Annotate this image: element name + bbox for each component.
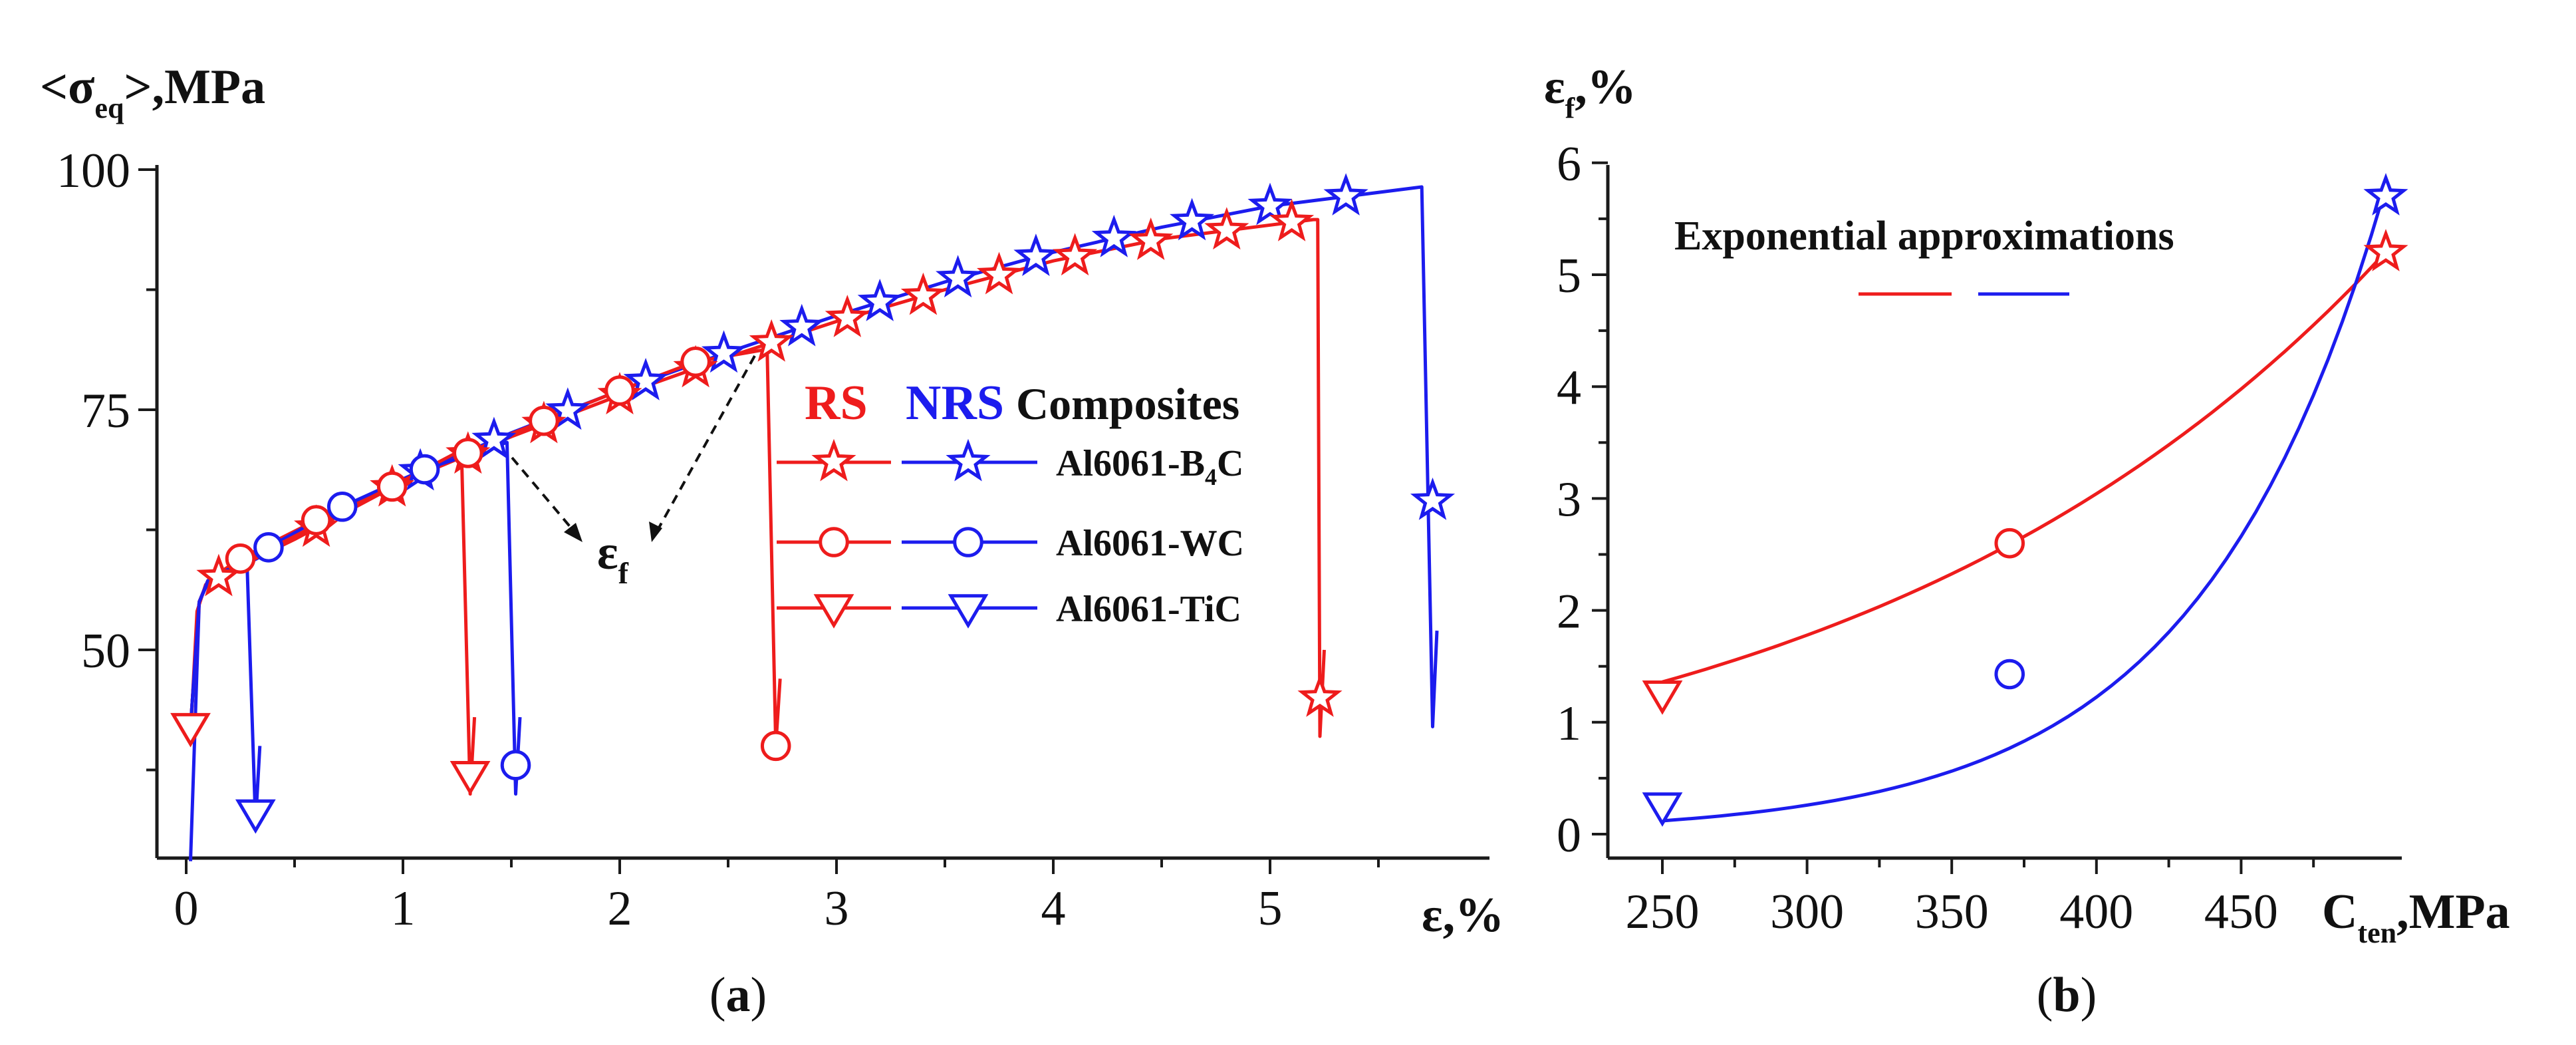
x-tick-label: 5 bbox=[1258, 881, 1283, 936]
legend-rs-header: RS bbox=[805, 376, 868, 430]
star-marker bbox=[545, 387, 590, 430]
y-tick-label: 2 bbox=[1557, 585, 1581, 639]
panel-a-chart: <σeq>,MPa 50 75 100 0 1 2 3 4 5 ε,% (a) εf RS N… bbox=[40, 60, 1504, 1022]
triangle-marker bbox=[1642, 792, 1683, 827]
circle-marker bbox=[1994, 659, 2025, 690]
circle-marker bbox=[253, 532, 284, 563]
fracture-star-marker bbox=[1297, 674, 1343, 717]
star-marker bbox=[2363, 173, 2408, 216]
circle-marker bbox=[604, 375, 635, 406]
panel-b-caption: (b) bbox=[2037, 968, 2097, 1022]
legend-nrs-header: NRS bbox=[906, 376, 1004, 430]
star-marker bbox=[1013, 233, 1059, 276]
fracture-arrows bbox=[511, 355, 756, 530]
star-marker bbox=[1204, 207, 1249, 250]
star-marker bbox=[900, 272, 946, 315]
panel-a-caption: (a) bbox=[709, 968, 767, 1022]
triangle-marker bbox=[1642, 680, 1683, 715]
circle-marker bbox=[225, 543, 256, 574]
legend-rs-marker bbox=[813, 594, 854, 629]
star-marker bbox=[1323, 173, 1368, 216]
x-tick-label: 0 bbox=[174, 881, 199, 936]
y-tick-label: 1 bbox=[1557, 696, 1581, 751]
x-tick-label: 400 bbox=[2059, 885, 2133, 939]
fracture-star-marker bbox=[1410, 477, 1456, 520]
fracture-triangle-marker bbox=[450, 761, 491, 796]
panel-b-legend-title: Exponential approximations bbox=[1674, 214, 2174, 259]
x-tick-label: 1 bbox=[391, 881, 416, 936]
legend-nrs-marker bbox=[946, 438, 991, 482]
legend-rs-marker bbox=[819, 527, 849, 557]
epsilon-f-annotation: εf bbox=[597, 525, 629, 590]
arrow-to-tic-fracture bbox=[511, 456, 573, 530]
y-tick-label: 3 bbox=[1557, 472, 1581, 527]
y-tick-label: 4 bbox=[1557, 361, 1581, 415]
legend-composites-header: Composites bbox=[1016, 378, 1239, 429]
x-tick-label: 3 bbox=[825, 881, 849, 936]
x-tick-label: 250 bbox=[1626, 885, 1700, 939]
y-tick-label: 0 bbox=[1557, 808, 1581, 863]
circle-marker bbox=[376, 471, 408, 502]
x-tick-label: 450 bbox=[2204, 885, 2278, 939]
circle-marker bbox=[301, 505, 332, 535]
circle-marker bbox=[453, 438, 483, 468]
curve-nrs-al6061-wc bbox=[189, 440, 522, 796]
panel-a-x-label: ε,% bbox=[1422, 888, 1504, 943]
star-marker bbox=[701, 330, 747, 373]
panel-a-legend: RS NRS Composites Al6061-B4C Al6061-WC A… bbox=[777, 376, 1244, 630]
star-marker bbox=[857, 279, 902, 321]
panel-b-chart: εf,% 0 1 2 3 4 5 6 250 300 350 400 450 Cten,MPa (b… bbox=[1544, 60, 2510, 1022]
fracture-circle-marker bbox=[500, 750, 531, 781]
circle-marker bbox=[529, 405, 559, 436]
star-marker bbox=[1128, 218, 1174, 260]
legend-label-wc: Al6061-WC bbox=[1056, 523, 1244, 564]
legend-nrs-marker bbox=[948, 594, 989, 629]
panel-a-y-label: <σeq>,MPa bbox=[40, 60, 265, 124]
legend-label-b4c: Al6061-B4C bbox=[1056, 443, 1243, 490]
star-marker bbox=[749, 319, 794, 362]
star-marker bbox=[779, 303, 825, 347]
y-tick-label: 5 bbox=[1557, 249, 1581, 303]
arrow-to-wc-fracture bbox=[657, 355, 756, 529]
star-marker bbox=[1269, 198, 1315, 241]
circle-marker bbox=[326, 491, 358, 522]
star-marker bbox=[1053, 233, 1098, 276]
star-marker bbox=[1247, 182, 1293, 225]
star-marker bbox=[936, 255, 981, 298]
y-tick-label: 50 bbox=[81, 624, 130, 678]
triangle-marker bbox=[170, 712, 211, 748]
fracture-circle-marker bbox=[760, 730, 791, 762]
curve-nrs-al6061-tic bbox=[189, 557, 262, 825]
y-tick-label: 100 bbox=[57, 144, 130, 198]
arrowhead-right bbox=[649, 522, 662, 542]
panel-b-y-label: εf,% bbox=[1544, 60, 1636, 124]
circle-marker bbox=[680, 347, 711, 377]
x-tick-label: 4 bbox=[1041, 881, 1066, 936]
y-tick-label: 6 bbox=[1557, 137, 1581, 192]
curve-nrs-al6061-b4c bbox=[189, 185, 1439, 861]
fit-curve-rs bbox=[1662, 251, 2387, 684]
legend-label-tic: Al6061-TiC bbox=[1056, 589, 1241, 630]
star-marker bbox=[2363, 229, 2408, 271]
star-marker bbox=[1170, 198, 1215, 241]
panel-b-x-label: Cten,MPa bbox=[2322, 885, 2510, 949]
legend-nrs-marker bbox=[953, 527, 983, 557]
circle-marker bbox=[409, 454, 440, 485]
y-tick-label: 75 bbox=[81, 384, 130, 438]
star-marker bbox=[623, 358, 668, 400]
fit-curve-nrs bbox=[1662, 186, 2388, 823]
star-marker bbox=[976, 251, 1022, 295]
star-marker bbox=[471, 416, 517, 460]
legend-rs-marker bbox=[811, 438, 856, 482]
x-tick-label: 300 bbox=[1770, 885, 1844, 939]
x-tick-label: 350 bbox=[1915, 885, 1989, 939]
fracture-triangle-marker bbox=[235, 799, 276, 834]
circle-marker bbox=[1994, 527, 2025, 559]
arrowhead-left bbox=[564, 523, 582, 542]
star-marker bbox=[825, 295, 870, 337]
x-tick-label: 2 bbox=[608, 881, 632, 936]
star-marker bbox=[1091, 214, 1136, 257]
